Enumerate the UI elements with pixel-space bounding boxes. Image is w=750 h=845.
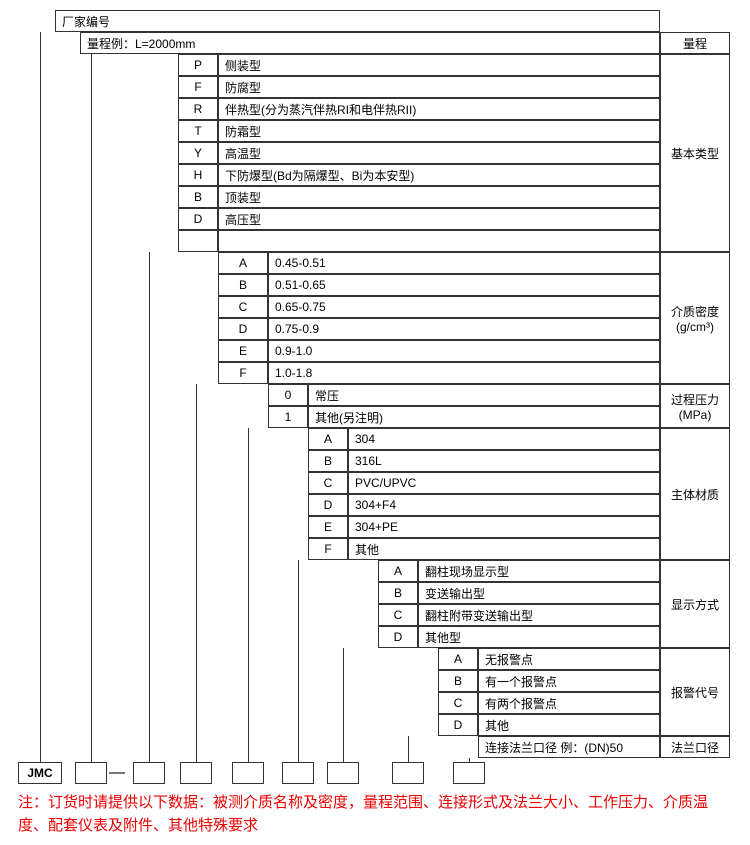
display-desc-3: 其他型 [418,626,660,648]
display-code-2: C [378,604,418,626]
basic-type-desc-0: 侧装型 [218,54,660,76]
basic-type-code-3: T [178,120,218,142]
box-6 [327,762,359,784]
material-desc-4: 304+PE [348,516,660,538]
alarm-code-0: A [438,648,478,670]
box-2 [133,762,165,784]
density-code-1: B [218,274,268,296]
label-display: 显示方式 [660,560,730,648]
density-desc-3: 0.75-0.9 [268,318,660,340]
basic-type-code-2: R [178,98,218,120]
basic-type-code-7: D [178,208,218,230]
pressure-desc-0: 常压 [308,384,660,406]
material-code-1: B [308,450,348,472]
basic-type-desc-7: 高压型 [218,208,660,230]
flange-desc: 连接法兰口径 例：(DN)50 [478,736,660,758]
density-desc-2: 0.65-0.75 [268,296,660,318]
density-code-5: F [218,362,268,384]
basic-type-desc-2: 伴热型(分为蒸汽伴热RI和电伴热RII) [218,98,660,120]
material-desc-2: PVC/UPVC [348,472,660,494]
box-7 [392,762,424,784]
material-desc-1: 316L [348,450,660,472]
dash: — [109,764,125,782]
material-desc-0: 304 [348,428,660,450]
basic-type-code-5: H [178,164,218,186]
label-basic-type: 基本类型 [660,54,730,252]
ordering-code-diagram: 厂家编号量程例：L=2000mm量程P侧装型F防腐型R伴热型(分为蒸汽伴热RI和… [0,0,750,845]
material-code-4: E [308,516,348,538]
basic-type-code-8 [178,230,218,252]
material-code-5: F [308,538,348,560]
density-code-2: C [218,296,268,318]
basic-type-code-6: B [178,186,218,208]
basic-type-desc-3: 防霜型 [218,120,660,142]
basic-type-code-4: Y [178,142,218,164]
density-code-3: D [218,318,268,340]
display-code-0: A [378,560,418,582]
density-code-4: E [218,340,268,362]
material-code-0: A [308,428,348,450]
display-desc-0: 翻柱现场显示型 [418,560,660,582]
pressure-code-0: 0 [268,384,308,406]
basic-type-desc-8 [218,230,660,252]
basic-type-desc-4: 高温型 [218,142,660,164]
label-material: 主体材质 [660,428,730,560]
pressure-code-1: 1 [268,406,308,428]
box-jmc: JMC [18,762,62,784]
label-pressure: 过程压力 (MPa) [660,384,730,428]
box-8 [453,762,485,784]
box-1 [75,762,107,784]
alarm-code-1: B [438,670,478,692]
label-flange: 法兰口径 [660,736,730,758]
row-manufacturer: 厂家编号 [55,10,660,32]
alarm-desc-1: 有一个报警点 [478,670,660,692]
label-range: 量程 [660,32,730,54]
alarm-code-3: D [438,714,478,736]
material-desc-5: 其他 [348,538,660,560]
row-range-example: 量程例：L=2000mm [80,32,660,54]
density-desc-1: 0.51-0.65 [268,274,660,296]
material-code-3: D [308,494,348,516]
basic-type-desc-6: 顶装型 [218,186,660,208]
material-code-2: C [308,472,348,494]
display-code-1: B [378,582,418,604]
alarm-code-2: C [438,692,478,714]
alarm-desc-2: 有两个报警点 [478,692,660,714]
basic-type-desc-5: 下防爆型(Bd为隔爆型、Bi为本安型) [218,164,660,186]
pressure-desc-1: 其他(另注明) [308,406,660,428]
alarm-desc-3: 其他 [478,714,660,736]
display-code-3: D [378,626,418,648]
label-alarm: 报警代号 [660,648,730,736]
display-desc-2: 翻柱附带变送输出型 [418,604,660,626]
label-density: 介质密度 (g/cm³) [660,252,730,384]
alarm-desc-0: 无报警点 [478,648,660,670]
material-desc-3: 304+F4 [348,494,660,516]
box-5 [282,762,314,784]
order-note: 注：订货时请提供以下数据：被测介质名称及密度，量程范围、连接形式及法兰大小、工作… [18,792,718,837]
density-desc-4: 0.9-1.0 [268,340,660,362]
density-desc-5: 1.0-1.8 [268,362,660,384]
density-desc-0: 0.45-0.51 [268,252,660,274]
box-3 [180,762,212,784]
basic-type-desc-1: 防腐型 [218,76,660,98]
display-desc-1: 变送输出型 [418,582,660,604]
density-code-0: A [218,252,268,274]
basic-type-code-1: F [178,76,218,98]
basic-type-code-0: P [178,54,218,76]
box-4 [232,762,264,784]
